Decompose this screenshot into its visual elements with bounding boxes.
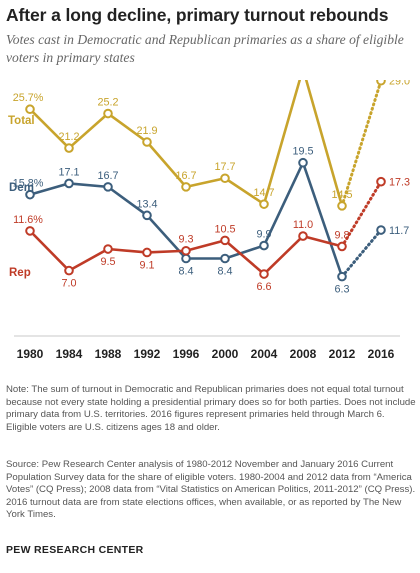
total-data-label-1984: 21.2 <box>58 131 79 143</box>
total-projection-line <box>340 80 383 208</box>
dem-point-2008 <box>298 157 308 168</box>
total-point-2012 <box>337 201 347 211</box>
dem-series-label: Dem <box>9 182 34 194</box>
rep-point-2016 <box>376 176 386 187</box>
dem-data-label-2012: 6.3 <box>334 284 349 296</box>
rep-projection-line <box>340 180 383 248</box>
rep-data-label-2000: 10.5 <box>214 223 235 235</box>
dem-point-2000 <box>220 253 230 264</box>
x-tick-label-2016: 2016 <box>368 347 395 361</box>
dem-data-label-2008: 19.5 <box>292 146 313 158</box>
rep-point-2012 <box>337 241 347 252</box>
total-data-label-1992: 21.9 <box>136 125 157 137</box>
x-tick-label-1984: 1984 <box>56 347 83 361</box>
rep-data-label-1980: 11.6% <box>13 214 43 226</box>
rep-point-1992 <box>142 247 152 258</box>
dem-data-label-1988: 16.7 <box>97 170 118 182</box>
chart-title: After a long decline, primary turnout re… <box>6 5 389 25</box>
rep-point-2008 <box>298 231 308 241</box>
dem-data-label-1996: 8.4 <box>178 266 193 278</box>
dem-point-2016 <box>376 225 386 235</box>
rep-series-label: Rep <box>9 267 31 279</box>
dem-data-label-1980: 15.8% <box>13 178 44 190</box>
rep-point-2004 <box>259 269 269 279</box>
total-point-2016 <box>376 80 386 86</box>
chart-source: Source: Pew Research Center analysis of … <box>6 459 416 521</box>
x-tick-label-1980: 1980 <box>17 347 44 361</box>
total-data-label-2012: 14.5 <box>331 189 352 201</box>
dem-data-label-1984: 17.1 <box>58 166 79 178</box>
dem-point-1988 <box>103 182 113 192</box>
dem-point-1992 <box>142 210 152 221</box>
dem-point-1984 <box>64 178 74 189</box>
total-data-label-2016: 29.0 <box>389 80 410 88</box>
total-point-2000 <box>220 173 230 184</box>
rep-data-label-1988: 9.5 <box>100 256 115 268</box>
rep-data-label-1984: 7.0 <box>61 278 76 290</box>
rep-point-1988 <box>103 244 113 254</box>
total-point-1980 <box>25 104 35 115</box>
total-series-label: Total <box>8 115 35 127</box>
total-data-label-1980: 25.7% <box>13 92 44 104</box>
dem-point-1996 <box>181 253 191 264</box>
dem-point-2004 <box>259 240 269 251</box>
dem-point-2012 <box>337 271 347 282</box>
total-data-label-2000: 17.7 <box>214 161 235 173</box>
x-tick-label-1992: 1992 <box>134 347 161 361</box>
total-data-label-2004: 14.7 <box>253 187 274 199</box>
dem-point-1980 <box>25 189 35 200</box>
total-point-2004 <box>259 199 269 209</box>
x-tick-label-2004: 2004 <box>251 347 278 361</box>
rep-point-1984 <box>64 265 74 276</box>
total-point-1984 <box>64 143 74 153</box>
chart-note: Note: The sum of turnout in Democratic a… <box>6 384 416 433</box>
x-tick-label-2008: 2008 <box>290 347 317 361</box>
x-tick-label-1988: 1988 <box>95 347 122 361</box>
rep-data-label-1992: 9.1 <box>139 259 154 271</box>
total-point-1988 <box>103 108 113 119</box>
dem-data-label-2016: 11.7 <box>389 225 409 237</box>
rep-data-label-2004: 6.6 <box>256 281 271 293</box>
rep-data-label-2008: 11.0 <box>293 219 313 231</box>
dem-data-label-1992: 13.4 <box>136 198 157 210</box>
total-point-1996 <box>181 182 191 192</box>
total-data-label-1988: 25.2 <box>97 97 118 109</box>
rep-data-label-1996: 9.3 <box>178 234 193 246</box>
x-tick-label-2000: 2000 <box>212 347 239 361</box>
total-point-1992 <box>142 137 152 147</box>
turnout-line-chart: 1980 1984 1988 1992 1996 2000 2004 2008 2012 2016… <box>8 80 410 361</box>
chart-subtitle: Votes cast in Democratic and Republican … <box>6 32 404 65</box>
x-tick-label-1996: 1996 <box>173 347 200 361</box>
x-tick-label-2012: 2012 <box>329 347 356 361</box>
total-data-label-1996: 16.7 <box>175 170 196 182</box>
rep-point-2000 <box>220 235 230 246</box>
rep-data-label-2012: 9.8 <box>334 229 349 241</box>
dem-projection-line <box>340 228 383 279</box>
rep-data-label-2016: 17.3 <box>389 177 410 189</box>
rep-point-1996 <box>181 245 191 256</box>
dem-data-label-2004: 9.9 <box>256 229 271 241</box>
dem-data-label-2000: 8.4 <box>217 266 232 278</box>
rep-point-1980 <box>25 226 35 236</box>
pew-credit: PEW RESEARCH CENTER <box>6 544 144 556</box>
